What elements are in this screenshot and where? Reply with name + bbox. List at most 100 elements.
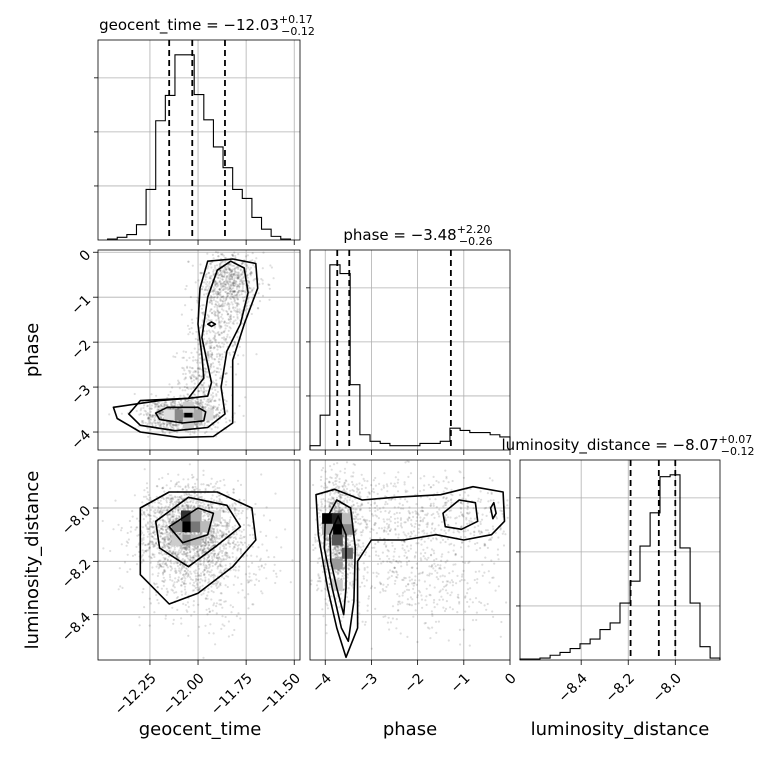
phase-vs-geocent-time-point bbox=[210, 274, 213, 278]
ld-vs-geocent-time-point bbox=[146, 530, 150, 533]
ld-vs-geocent-time-point bbox=[190, 560, 193, 563]
phase-vs-geocent-time-point bbox=[236, 275, 239, 278]
ld-vs-phase-point bbox=[363, 479, 366, 482]
ld-vs-geocent-time-point bbox=[228, 518, 231, 522]
ld-vs-phase-point bbox=[432, 504, 435, 507]
phase-vs-geocent-time-point bbox=[162, 431, 165, 434]
phase-vs-geocent-time-point bbox=[219, 282, 223, 285]
phase-vs-geocent-time-point bbox=[212, 274, 215, 277]
phase-vs-geocent-time-point bbox=[212, 272, 215, 276]
ld-vs-geocent-time-point bbox=[206, 512, 209, 515]
ld-vs-geocent-time-point bbox=[183, 575, 186, 578]
phase-vs-geocent-time-point bbox=[176, 424, 179, 427]
ld-vs-geocent-time-point bbox=[204, 576, 207, 579]
phase-vs-geocent-time-point bbox=[214, 303, 217, 306]
phase-vs-geocent-time-point bbox=[198, 367, 201, 371]
phase-vs-geocent-time-point bbox=[205, 320, 208, 323]
phase-vs-geocent-time-point bbox=[210, 405, 213, 408]
phase-vs-geocent-time-point bbox=[224, 287, 227, 291]
ld-vs-geocent-time-point bbox=[215, 507, 218, 510]
phase-vs-geocent-time-point bbox=[218, 281, 221, 284]
ld-vs-geocent-time-point bbox=[221, 623, 224, 626]
phase-vs-geocent-time-point bbox=[191, 332, 194, 335]
phase-vs-geocent-time-point bbox=[238, 311, 241, 314]
ld-vs-phase-point bbox=[349, 496, 352, 499]
phase-vs-geocent-time-point bbox=[212, 296, 216, 299]
ld-vs-phase-point bbox=[409, 535, 412, 538]
ld-vs-geocent-time-point bbox=[233, 628, 236, 632]
phase-vs-geocent-time-point bbox=[201, 401, 204, 404]
ld-vs-geocent-time-point bbox=[204, 580, 207, 583]
phase-vs-geocent-time-point bbox=[218, 291, 221, 294]
ld-vs-geocent-time-point bbox=[244, 573, 247, 576]
ld-vs-geocent-time-point bbox=[204, 539, 207, 542]
ld-vs-geocent-time-point bbox=[219, 546, 222, 549]
ld-vs-geocent-time-point bbox=[169, 575, 172, 579]
ld-vs-geocent-time-point bbox=[222, 547, 226, 550]
phase-vs-geocent-time-point bbox=[218, 354, 222, 357]
ld-vs-geocent-time-point bbox=[220, 627, 223, 631]
phase-vs-geocent-time-point bbox=[214, 314, 217, 317]
phase-vs-geocent-time-point bbox=[223, 320, 226, 323]
phase-vs-geocent-time-point bbox=[181, 366, 184, 369]
phase-vs-geocent-time-point bbox=[212, 371, 215, 374]
phase-vs-geocent-time-point bbox=[219, 409, 223, 412]
phase-vs-geocent-time-point bbox=[180, 404, 183, 407]
phase-vs-geocent-time-point bbox=[187, 260, 190, 263]
ld-vs-geocent-time-point bbox=[234, 543, 238, 546]
ld-vs-geocent-time-point bbox=[209, 541, 212, 544]
ld-vs-geocent-time-point bbox=[200, 545, 203, 548]
ld-vs-geocent-time-point bbox=[198, 587, 201, 590]
phase-vs-geocent-time-point bbox=[204, 403, 207, 406]
ld-vs-geocent-time-point bbox=[164, 614, 167, 617]
phase-vs-geocent-time-point bbox=[146, 405, 149, 408]
ld-vs-geocent-time-point bbox=[177, 578, 180, 581]
ld-vs-phase-point bbox=[417, 542, 420, 545]
ld-vs-geocent-time-point bbox=[182, 553, 185, 556]
phase-vs-geocent-time-point bbox=[250, 289, 254, 292]
ld-vs-geocent-time-point bbox=[222, 557, 225, 560]
ld-vs-geocent-time-point bbox=[218, 524, 221, 527]
phase-vs-geocent-time-point bbox=[241, 280, 244, 283]
phase-vs-geocent-time-point bbox=[232, 273, 235, 276]
phase-vs-geocent-time-point bbox=[218, 377, 222, 380]
phase-vs-geocent-time-point bbox=[216, 296, 219, 299]
phase-vs-geocent-time-point bbox=[233, 278, 236, 282]
phase-vs-geocent-time-point bbox=[213, 326, 216, 329]
ld-vs-geocent-time-point bbox=[149, 517, 152, 521]
phase-vs-geocent-time-point bbox=[224, 285, 227, 288]
phase-vs-geocent-time-point bbox=[187, 430, 190, 434]
phase-vs-geocent-time-point bbox=[179, 420, 182, 423]
phase-vs-geocent-time-point bbox=[180, 402, 183, 405]
phase-vs-geocent-time-point bbox=[216, 413, 219, 416]
ld-vs-geocent-time-point bbox=[173, 591, 176, 594]
phase-vs-geocent-time-point bbox=[154, 422, 157, 425]
phase-vs-geocent-time-point bbox=[173, 402, 176, 405]
phase-vs-geocent-time-point bbox=[227, 264, 230, 267]
phase-vs-geocent-time-point bbox=[217, 333, 221, 336]
ld-vs-geocent-time-point bbox=[191, 501, 195, 504]
ld-vs-geocent-time-point bbox=[165, 533, 169, 536]
ld-vs-geocent-time-point bbox=[141, 591, 144, 594]
phase-vs-geocent-time-point bbox=[199, 272, 202, 275]
phase-vs-geocent-time-point bbox=[215, 353, 218, 356]
ld-vs-geocent-time-point bbox=[236, 479, 240, 482]
ld-vs-geocent-time-point bbox=[257, 546, 260, 549]
ld-vs-geocent-time-point bbox=[260, 565, 263, 568]
ld-vs-geocent-time-point bbox=[262, 514, 265, 517]
phase-vs-geocent-time-point bbox=[239, 268, 242, 271]
ld-vs-phase-point bbox=[424, 513, 427, 516]
ld-vs-geocent-time-point bbox=[215, 584, 218, 587]
ld-vs-geocent-time-point bbox=[210, 505, 213, 509]
phase-vs-geocent-time-point bbox=[261, 294, 265, 297]
ld-vs-geocent-time-point bbox=[218, 497, 221, 500]
ld-vs-phase-point bbox=[318, 515, 321, 518]
phase-vs-geocent-time-point bbox=[201, 406, 204, 409]
ld-vs-geocent-time-point bbox=[195, 478, 198, 481]
phase-vs-geocent-time-point bbox=[205, 288, 209, 292]
ld-vs-geocent-time-point bbox=[214, 582, 217, 585]
ld-vs-phase-point bbox=[499, 509, 502, 512]
phase-vs-geocent-time-point bbox=[225, 291, 228, 294]
ld-vs-geocent-time-point bbox=[179, 508, 182, 511]
ld-vs-geocent-time-point bbox=[198, 554, 201, 558]
